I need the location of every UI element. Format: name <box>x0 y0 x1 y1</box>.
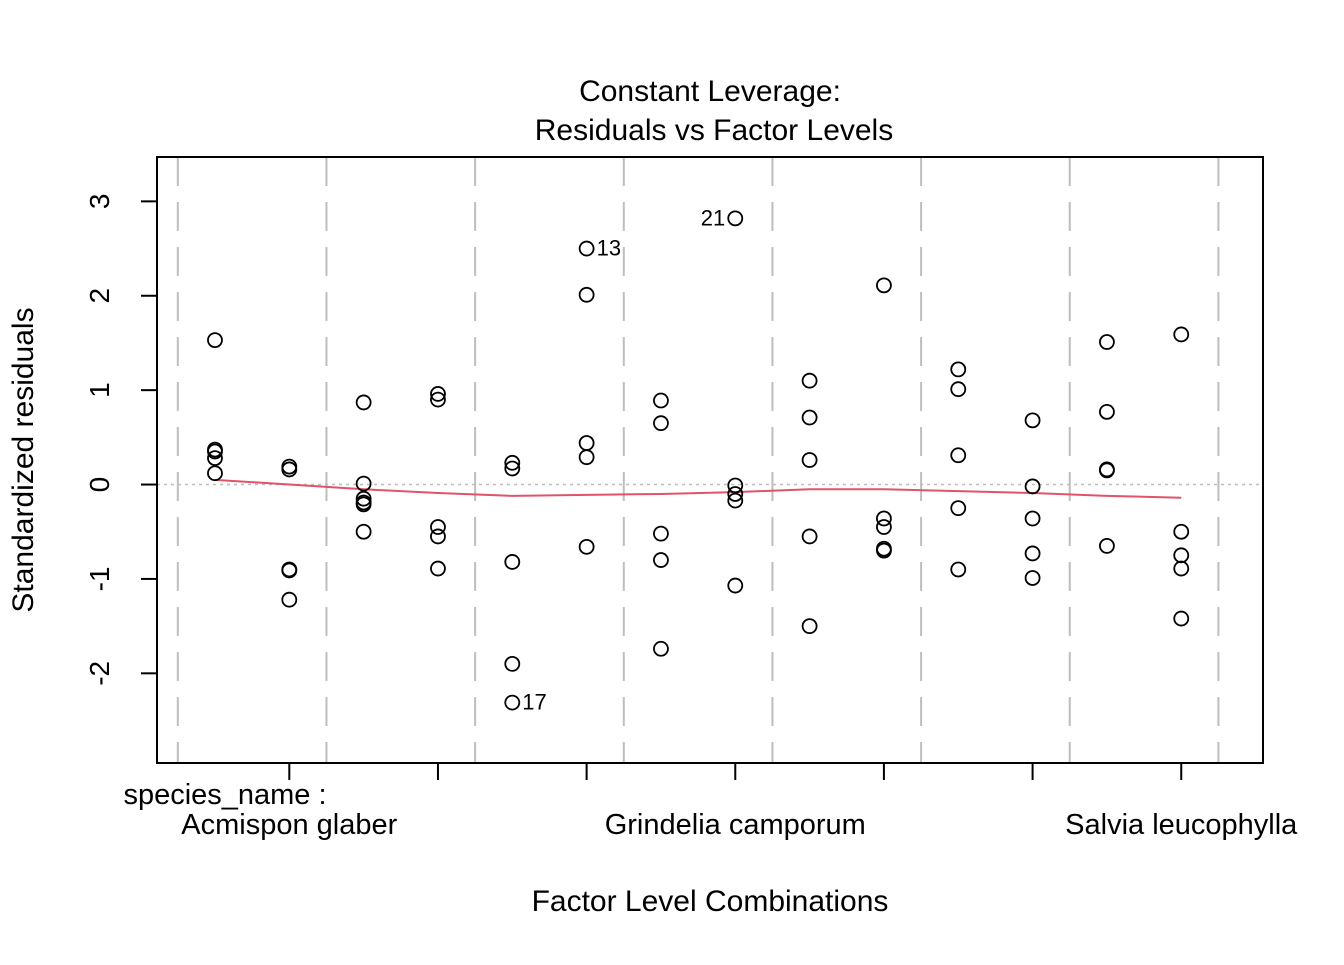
data-point <box>727 477 744 494</box>
data-point <box>727 486 744 502</box>
data-point <box>1173 326 1190 343</box>
data-point <box>653 415 669 432</box>
data-point <box>578 435 595 451</box>
x-tick-label: Acmispon glaber <box>181 809 397 841</box>
data-point <box>801 372 818 389</box>
data-point <box>1173 547 1190 564</box>
data-point <box>430 528 446 545</box>
data-point <box>355 523 372 540</box>
x-tick-label: Grindelia camporum <box>605 809 866 841</box>
y-tick-label: 2 <box>84 288 115 304</box>
data-point <box>281 461 298 478</box>
data-point <box>727 210 744 227</box>
data-point <box>1024 478 1041 495</box>
point-labels: 17 13 21 <box>522 205 725 714</box>
x-axis-title: Factor Level Combinations <box>532 885 889 918</box>
data-point <box>1099 537 1115 554</box>
data-point <box>1099 403 1115 420</box>
data-point <box>950 447 967 464</box>
data-point <box>281 562 298 579</box>
data-point <box>207 465 223 482</box>
data-point <box>1024 545 1041 562</box>
data-point <box>876 519 892 535</box>
data-point <box>504 454 521 471</box>
data-point <box>578 449 595 466</box>
data-point <box>801 452 818 468</box>
data-point <box>504 554 521 570</box>
y-tick-label: 3 <box>84 194 115 210</box>
y-tick-label: 0 <box>84 477 115 493</box>
data-point <box>1173 610 1190 627</box>
data-point <box>801 618 818 635</box>
data-point <box>727 492 744 509</box>
data-point <box>578 538 595 555</box>
data-point <box>430 391 446 408</box>
data-point <box>801 409 818 426</box>
data-point <box>355 496 372 513</box>
data-point <box>1173 523 1190 540</box>
data-point <box>207 332 223 349</box>
data-point <box>1024 510 1041 527</box>
data-point <box>876 542 892 559</box>
data-point <box>355 394 372 411</box>
point-label: 13 <box>597 236 621 261</box>
data-point <box>281 591 298 608</box>
factor-name-label: species_name : <box>123 779 326 811</box>
data-point <box>430 519 446 535</box>
data-point <box>430 386 446 402</box>
data-point <box>950 361 967 378</box>
point-label: 17 <box>522 690 546 715</box>
data-point <box>355 475 372 492</box>
plot-frame <box>156 156 1264 764</box>
data-point <box>207 443 223 460</box>
data-point <box>1024 412 1041 429</box>
data-point <box>355 490 372 507</box>
x-axis: Acmispon glaber Grindelia camporum Salvia … <box>181 763 1298 841</box>
data-point <box>876 277 892 294</box>
x-tick-label: Salvia leucophylla <box>1065 809 1298 841</box>
chart-title: Constant Leverage: <box>579 75 841 108</box>
y-axis-title: Standardized residuals <box>7 307 40 612</box>
data-point <box>1099 462 1115 479</box>
data-point <box>1024 570 1041 586</box>
smoother-line <box>214 478 1182 499</box>
data-point <box>504 655 521 672</box>
y-tick-label: -2 <box>84 661 115 686</box>
y-axis: 3 2 1 0 -1 -2 <box>84 194 157 686</box>
residual-points <box>207 210 1190 711</box>
point-label: 21 <box>701 205 725 230</box>
data-point <box>430 560 446 577</box>
data-point <box>504 694 521 711</box>
y-tick-label: 1 <box>84 382 115 398</box>
data-point <box>950 561 967 578</box>
chart-subtitle: Residuals vs Factor Levels <box>535 114 893 147</box>
data-point <box>1099 334 1115 350</box>
data-point <box>950 500 967 517</box>
y-tick-label: -1 <box>84 566 115 591</box>
data-point <box>578 286 595 303</box>
data-point <box>504 460 521 477</box>
data-point <box>653 392 669 409</box>
data-point <box>1173 560 1190 577</box>
data-point <box>727 577 744 594</box>
data-point <box>801 528 818 545</box>
data-point <box>578 240 595 257</box>
data-point <box>653 525 669 542</box>
data-point <box>876 510 892 527</box>
data-point <box>653 552 669 568</box>
data-point <box>950 381 967 398</box>
data-point <box>207 450 223 467</box>
level-separators <box>176 157 1220 763</box>
data-point <box>653 640 669 657</box>
